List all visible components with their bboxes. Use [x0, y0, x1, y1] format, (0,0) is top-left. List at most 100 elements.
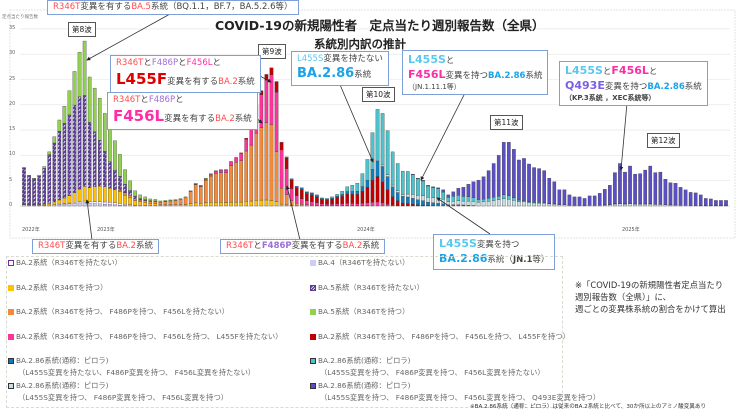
bar-segment-ba2-346: [47, 203, 52, 206]
y-tick-label: 15: [9, 126, 16, 133]
bar-segment-ba286-455s: [517, 199, 521, 202]
bar: [173, 199, 178, 207]
bar-segment-ba5-no346: [113, 169, 117, 190]
bar-segment-ba286-no455s: [284, 156, 289, 159]
bar-segment-ba5-346: [193, 183, 198, 185]
ann-text: 変異を有する: [164, 114, 216, 125]
chart-subtitle: 系統別内訳の推計: [314, 37, 406, 51]
bar: [52, 136, 57, 207]
annotation-ba2-f486p: R346TとF486P変異を有するBA.2系統: [220, 239, 386, 255]
bar-segment-ba2-no346: [113, 202, 117, 205]
y-tick-label: 30: [9, 50, 16, 57]
bar: [77, 52, 82, 207]
bar-segment-ba286-455s-456: [557, 204, 562, 207]
bar-segment-ba2-346: [128, 197, 132, 205]
bar-segment-ba286-no455s: [416, 199, 420, 205]
bar-segment-ba5-346: [92, 87, 97, 132]
bar-segment-ba2-346: [204, 202, 208, 207]
note-line: ※「COVID-19の新規陽性者定点当たり: [575, 280, 724, 290]
legend-item: BA.2系統（R346Tを持つ、 F486Pを持つ、 F456Lを持たない）: [8, 307, 229, 317]
bar-segment-ba286-455s: [395, 163, 400, 191]
bar-segment-ba286-q493e: [431, 186, 435, 188]
annotation-ba286-no-l455s: L455S変異を持たない BA.2.86系統: [291, 51, 389, 87]
bar-segment-ba2-346: [198, 203, 203, 207]
bar-segment-ba286-q493e: [562, 189, 567, 205]
bar-segment-ba2-455f: [284, 157, 289, 169]
bar: [158, 200, 163, 207]
bar-segment-ba286-455s-456: [602, 204, 607, 207]
bar-segment-ba5-346: [27, 174, 31, 176]
bar-segment-ba286-455s-456: [542, 203, 546, 207]
bar-segment-ba2-486: [244, 150, 249, 202]
ann-text: F456L: [611, 64, 649, 77]
bar-segment-ba286-q493e: [703, 198, 708, 206]
bar-segment-ba5-346: [108, 128, 112, 163]
bar-segment-ba286-455s-456: [552, 204, 557, 207]
bar-segment-ba286-no455s: [370, 169, 375, 181]
bar-segment-ba5-346: [204, 178, 208, 180]
bar: [37, 174, 41, 207]
bar: [330, 196, 334, 207]
bar-segment-ba286-455s: [416, 178, 420, 196]
wave-label: 第8波: [68, 22, 96, 37]
bar-segment-ba5-346: [214, 170, 218, 172]
year-label: 2022年: [22, 227, 40, 233]
bar: [264, 74, 269, 207]
y-tick-label: 0: [9, 202, 13, 208]
bar-segment-ba2-346: [188, 203, 193, 207]
legend-label: BA.2系統（R346Tを持つ、 F486Pを持つ、 F456Lを持つ、 L45…: [16, 332, 283, 341]
bar-segment-ba2-486: [239, 160, 243, 203]
bar-segment-ba2-486: [254, 133, 259, 201]
bar-segment-ba286-455s: [315, 194, 319, 196]
bar-segment-ba2-455f: [289, 179, 294, 189]
bar: [118, 154, 122, 207]
bar: [628, 165, 632, 207]
legend-label: BA.2系統（R346Tを持つ、 F486Pを持つ、 F456Lを持たない）: [16, 307, 230, 316]
bar-segment-ba286-q493e: [643, 169, 647, 205]
bar-segment-ba2-456: [340, 203, 344, 206]
wave-label: 第10波: [362, 87, 395, 102]
bar-segment-ba286-q493e: [507, 142, 511, 196]
bar-segment-ba286-455s: [355, 183, 360, 192]
ann-text: F486P: [261, 241, 292, 251]
bar-segment-ba286-455s-456: [411, 194, 415, 199]
ann-text: R346T: [113, 95, 141, 105]
bar-segment-ba2-456: [249, 128, 254, 146]
bar-segment-ba286-455s-456: [406, 193, 410, 198]
bar-segment-ba2-486: [168, 200, 173, 205]
bar-segment-ba286-no455s: [380, 166, 385, 183]
legend-swatch: [310, 284, 316, 291]
legend-swatch: [8, 308, 14, 315]
bar: [360, 173, 365, 207]
bar-segment-ba286-455s: [365, 159, 370, 181]
bar-segment-ba2-486: [299, 204, 304, 207]
bar: [411, 173, 415, 207]
bar-segment-ba286-no455s: [436, 203, 440, 207]
bar-segment-ba286-q493e: [724, 200, 728, 206]
bar-segment-ba286-no455s: [305, 191, 309, 194]
bar-segment-ba2-456: [239, 153, 243, 161]
footnote: ※BA.2.86系統（通称：ピロラ）は従来のBA.2系統と比べて、30か所以上の…: [470, 404, 707, 410]
bar: [512, 149, 516, 207]
bar: [719, 200, 723, 207]
annotation-ba2-f456l: R346TとF486Pと F456L変異を有するBA.2系統: [107, 92, 258, 130]
y-tick-label: 5: [9, 176, 13, 183]
bar: [643, 169, 647, 207]
bar-segment-ba286-q493e: [517, 159, 521, 201]
bar: [108, 128, 112, 207]
bar: [703, 198, 708, 207]
bar: [638, 173, 642, 207]
bar: [128, 180, 132, 207]
arrow: [86, 13, 171, 61]
bar-segment-ba286-q493e: [542, 170, 546, 203]
bar: [62, 106, 67, 207]
bar-segment-ba286-455s: [350, 185, 355, 192]
legend-label: BA.2.86系統(通称：ピロラ): [318, 381, 411, 390]
bar-segment-ba286-no455s: [390, 186, 395, 197]
legend-swatch: [310, 333, 316, 340]
bar-segment-ba2-346: [77, 188, 82, 202]
bar-segment-ba286-455s-456: [400, 194, 405, 197]
bar-segment-ba4: [22, 204, 26, 207]
bar: [390, 151, 395, 207]
bar-segment-ba5-no346: [57, 131, 62, 201]
